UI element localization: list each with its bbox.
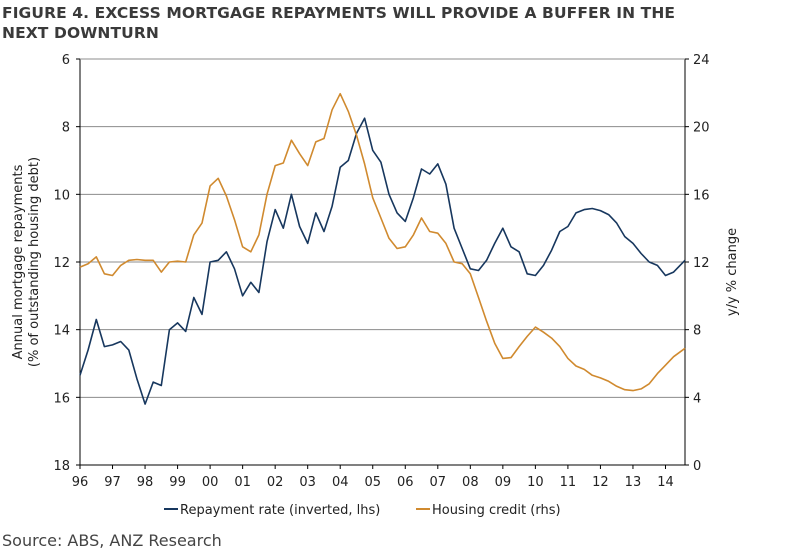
x-tick-label: 98 (137, 475, 154, 490)
x-tick-label: 00 (202, 475, 219, 490)
x-tick-label: 08 (462, 475, 479, 490)
x-tick-label: 99 (169, 475, 186, 490)
legend-label-housing-credit: Housing credit (rhs) (432, 503, 561, 518)
x-tick-label: 02 (267, 475, 284, 490)
right-tick-label: 4 (693, 391, 701, 406)
source-note: Source: ABS, ANZ Research (2, 531, 222, 550)
left-tick-label: 14 (53, 324, 70, 339)
x-tick-label: 06 (397, 475, 414, 490)
x-tick-label: 07 (430, 475, 447, 490)
right-tick-label: 8 (693, 324, 701, 339)
right-axis-label: y/y % change (725, 228, 740, 316)
left-tick-label: 16 (53, 391, 70, 406)
x-tick-label: 10 (527, 475, 544, 490)
legend-label-repayment-rate: Repayment rate (inverted, lhs) (180, 503, 380, 518)
right-tick-label: 0 (693, 459, 701, 474)
left-tick-label: 6 (62, 53, 70, 68)
left-tick-label: 8 (62, 121, 70, 136)
left-axis-label-line-2: (% of outstanding housing debt) (27, 157, 42, 367)
right-tick-label: 12 (693, 256, 710, 271)
x-tick-label: 04 (332, 475, 349, 490)
left-axis-label-line-1: Annual mortgage repayments (11, 164, 26, 359)
x-tick-label: 09 (495, 475, 512, 490)
x-tick-label: 14 (657, 475, 674, 490)
x-tick-label: 05 (364, 475, 381, 490)
x-tick-label: 97 (104, 475, 121, 490)
chart-title: FIGURE 4. EXCESS MORTGAGE REPAYMENTS WIL… (2, 3, 787, 43)
right-tick-label: 20 (693, 121, 710, 136)
x-tick-label: 13 (625, 475, 642, 490)
left-tick-label: 12 (53, 256, 70, 271)
x-tick-label: 12 (592, 475, 609, 490)
x-tick-label: 11 (560, 475, 577, 490)
left-tick-label: 10 (53, 188, 70, 203)
x-tick-label: 01 (234, 475, 251, 490)
x-tick-label: 03 (299, 475, 316, 490)
left-tick-label: 18 (53, 459, 70, 474)
series-line-repayment-rate (79, 117, 686, 405)
right-tick-label: 24 (693, 53, 710, 68)
right-tick-label: 16 (693, 188, 710, 203)
series-line-housing-credit (79, 92, 686, 392)
x-tick-label: 96 (72, 475, 89, 490)
chart-title-line-2: NEXT DOWNTURN (2, 24, 159, 42)
chart-title-line-1: FIGURE 4. EXCESS MORTGAGE REPAYMENTS WIL… (2, 4, 676, 22)
